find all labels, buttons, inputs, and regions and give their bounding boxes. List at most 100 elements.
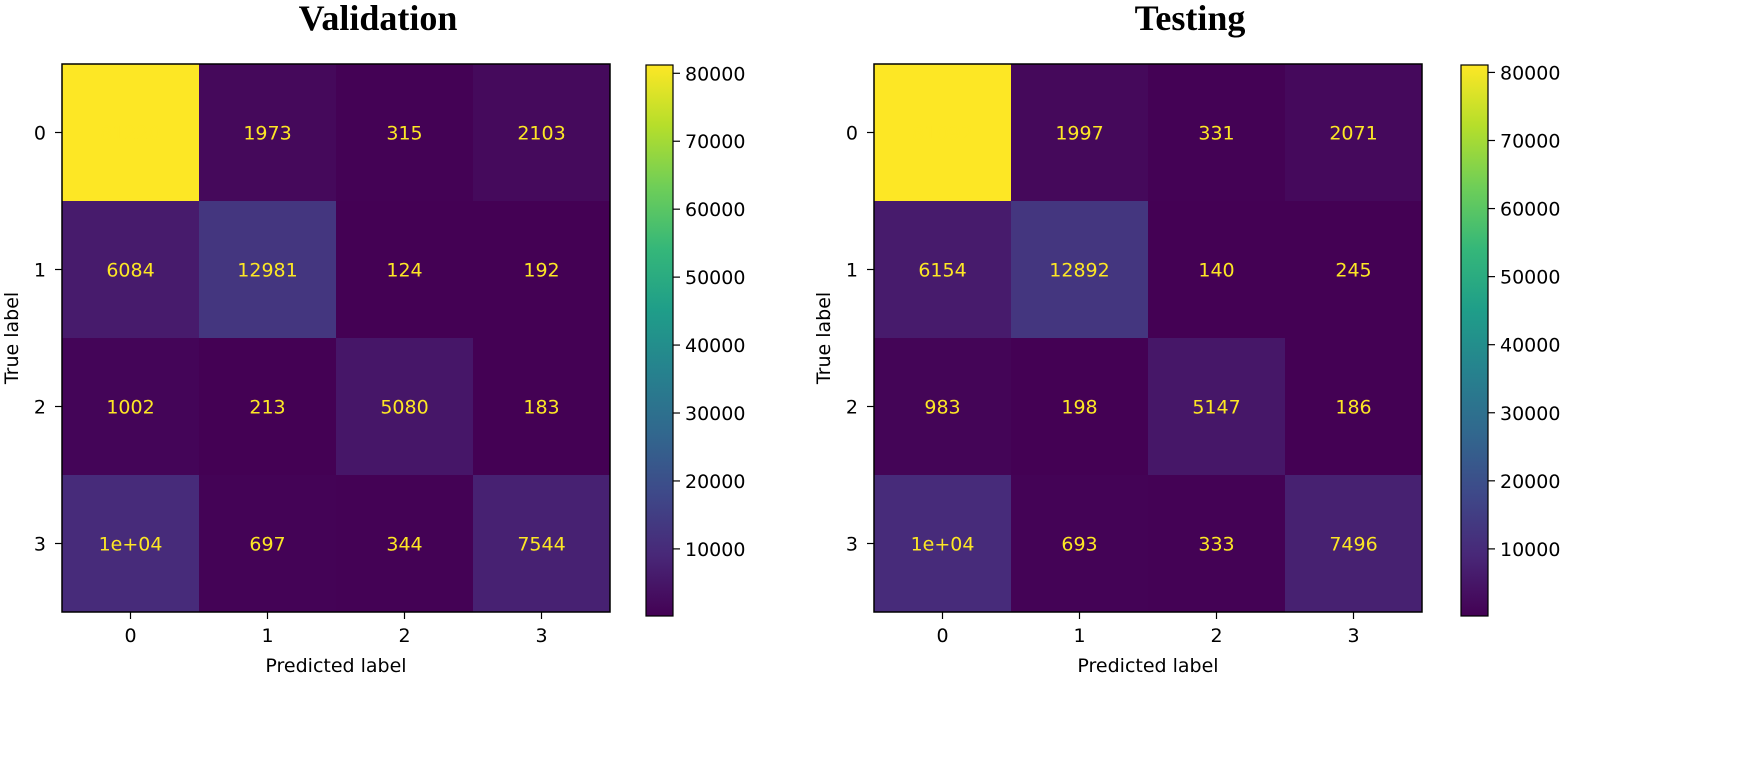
colorbar-tick-label: 70000 bbox=[685, 131, 745, 153]
colorbar-tick-label: 10000 bbox=[685, 539, 745, 561]
matrix-cell-r0-c0 bbox=[62, 64, 200, 202]
matrix-cell-r3-c2 bbox=[336, 475, 474, 613]
cell-label-r0-c0: 81220 bbox=[100, 123, 160, 145]
y-tick-label: 1 bbox=[34, 260, 46, 282]
colorbar-tick-label: 50000 bbox=[685, 267, 745, 289]
y-tick-label: 0 bbox=[34, 123, 46, 145]
x-tick-label: 1 bbox=[261, 625, 273, 647]
cell-label-r1-c1: 12892 bbox=[1049, 260, 1109, 282]
x-tick-label: 3 bbox=[1347, 625, 1359, 647]
cell-label-r0-c2: 331 bbox=[1198, 123, 1234, 145]
chart-title: Testing bbox=[1135, 0, 1246, 38]
colorbar-tick-label: 30000 bbox=[1500, 403, 1560, 425]
matrix-cell-r2-c1 bbox=[1011, 338, 1149, 476]
cell-label-r3-c3: 7496 bbox=[1329, 534, 1377, 556]
cell-label-r2-c2: 5147 bbox=[1192, 397, 1240, 419]
matrix-cell-r0-c1 bbox=[1011, 64, 1149, 202]
cell-label-r0-c2: 315 bbox=[386, 123, 422, 145]
cell-label-r1-c0: 6154 bbox=[918, 260, 966, 282]
matrix-cell-r1-c1 bbox=[199, 201, 337, 339]
colorbar-tick-label: 20000 bbox=[1500, 471, 1560, 493]
cell-label-r2-c1: 198 bbox=[1061, 397, 1097, 419]
colorbar-tick-label: 60000 bbox=[1500, 199, 1560, 221]
cell-label-r3-c1: 697 bbox=[249, 534, 285, 556]
matrix-cell-r0-c2 bbox=[1148, 64, 1286, 202]
cell-label-r2-c3: 186 bbox=[1335, 397, 1371, 419]
cell-label-r2-c2: 5080 bbox=[380, 397, 428, 419]
matrix-cell-r2-c0 bbox=[874, 338, 1012, 476]
matrix-cell-r1-c3 bbox=[473, 201, 611, 339]
colorbar: 10000 20000 30000 40000 50000 60000 70000 80000 bbox=[1460, 62, 1560, 617]
colorbar-tick-label: 10000 bbox=[1500, 539, 1560, 561]
matrix-cell-r2-c1 bbox=[199, 338, 337, 476]
cell-label-r0-c1: 1997 bbox=[1055, 123, 1103, 145]
colorbar-tick-label: 80000 bbox=[1500, 62, 1560, 84]
y-tick-label: 1 bbox=[846, 260, 858, 282]
x-tick-label: 0 bbox=[936, 625, 948, 647]
matrix-cell-r3-c2 bbox=[1148, 475, 1286, 613]
colorbar-tick-label: 60000 bbox=[685, 199, 745, 221]
matrix-cell-r2-c0 bbox=[62, 338, 200, 476]
cell-label-r2-c0: 1002 bbox=[106, 397, 154, 419]
x-axis-label: Predicted label bbox=[1077, 655, 1218, 677]
matrix-cell-r3-c1 bbox=[1011, 475, 1149, 613]
axes-frame bbox=[61, 63, 611, 613]
cell-label-r3-c0: 1e+04 bbox=[911, 534, 975, 556]
cell-label-r3-c0: 1e+04 bbox=[99, 534, 163, 556]
colorbar-tick-label: 20000 bbox=[685, 471, 745, 493]
cell-label-r1-c2: 140 bbox=[1198, 260, 1234, 282]
chart-title: Validation bbox=[299, 0, 458, 38]
matrix-cell-r0-c1 bbox=[199, 64, 337, 202]
matrix-cell-r2-c3 bbox=[1285, 338, 1423, 476]
cell-label-r0-c1: 1973 bbox=[243, 123, 291, 145]
colorbar-tick-label: 30000 bbox=[685, 403, 745, 425]
axes-frame bbox=[873, 63, 1423, 613]
matrix-cell-r2-c2 bbox=[1148, 338, 1286, 476]
x-tick-label: 2 bbox=[1210, 625, 1222, 647]
matrix-cell-r0-c3 bbox=[473, 64, 611, 202]
colorbar: 10000 20000 30000 40000 50000 60000 70000 80000 bbox=[645, 63, 745, 617]
matrix-cell-r1-c3 bbox=[1285, 201, 1423, 339]
matrix-cell-r3-c3 bbox=[473, 475, 611, 613]
cell-label-r3-c3: 7544 bbox=[517, 534, 565, 556]
cell-label-r0-c3: 2103 bbox=[517, 123, 565, 145]
cell-label-r0-c3: 2071 bbox=[1329, 123, 1377, 145]
matrix-cell-r2-c2 bbox=[336, 338, 474, 476]
matrix-cell-r3-c0 bbox=[62, 475, 200, 613]
cell-label-r1-c0: 6084 bbox=[106, 260, 154, 282]
cell-label-r3-c2: 344 bbox=[386, 534, 422, 556]
cell-label-r0-c0: 81092 bbox=[912, 123, 972, 145]
y-tick-label: 3 bbox=[846, 534, 858, 556]
matrix-cell-r3-c1 bbox=[199, 475, 337, 613]
matrix-cell-r1-c2 bbox=[336, 201, 474, 339]
matrix-cell-r0-c0 bbox=[874, 64, 1012, 202]
matrix-cell-r1-c0 bbox=[62, 201, 200, 339]
matrix-cell-r2-c3 bbox=[473, 338, 611, 476]
y-tick-label: 2 bbox=[34, 397, 46, 419]
cell-label-r2-c1: 213 bbox=[249, 397, 285, 419]
x-tick-label: 3 bbox=[535, 625, 547, 647]
cell-label-r3-c1: 693 bbox=[1061, 534, 1097, 556]
colorbar-tick-label: 50000 bbox=[1500, 267, 1560, 289]
matrix-cell-r1-c2 bbox=[1148, 201, 1286, 339]
colorbar-tick-label: 80000 bbox=[685, 63, 745, 85]
y-axis-label: True label bbox=[1, 292, 23, 385]
y-tick-label: 0 bbox=[846, 123, 858, 145]
cell-label-r1-c2: 124 bbox=[386, 260, 422, 282]
cell-label-r2-c3: 183 bbox=[523, 397, 559, 419]
y-tick-label: 2 bbox=[846, 397, 858, 419]
cell-label-r1-c3: 245 bbox=[1335, 260, 1371, 282]
colorbar-scale bbox=[1460, 64, 1489, 617]
x-tick-label: 0 bbox=[124, 625, 136, 647]
cell-label-r1-c3: 192 bbox=[523, 260, 559, 282]
matrix-cell-r1-c1 bbox=[1011, 201, 1149, 339]
matrix-cell-r0-c2 bbox=[336, 64, 474, 202]
x-tick-label: 1 bbox=[1073, 625, 1085, 647]
colorbar-scale bbox=[645, 64, 674, 617]
y-axis-label: True label bbox=[813, 292, 835, 385]
matrix-cell-r0-c3 bbox=[1285, 64, 1423, 202]
y-tick-label: 3 bbox=[34, 534, 46, 556]
cell-label-r2-c0: 983 bbox=[924, 397, 960, 419]
